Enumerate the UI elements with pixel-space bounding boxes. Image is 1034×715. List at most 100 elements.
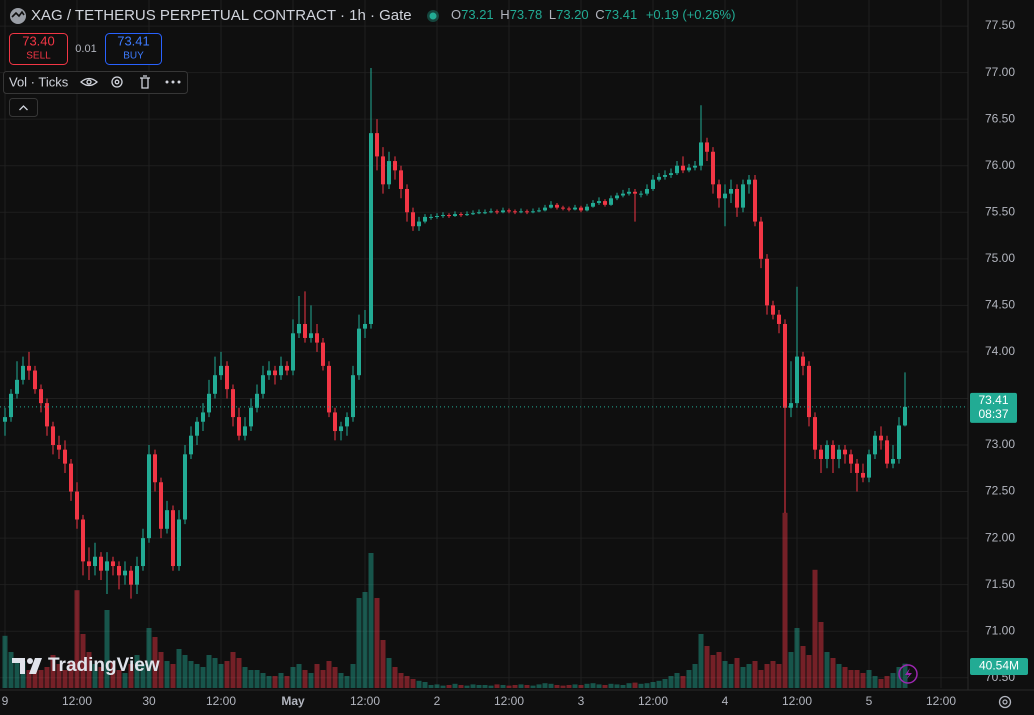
candle-body <box>57 445 61 450</box>
volume-bar <box>398 673 404 688</box>
y-tick-label: 75.00 <box>985 251 1015 265</box>
volume-bar <box>596 684 602 688</box>
candle-body <box>249 407 253 427</box>
volume-bar <box>152 637 158 688</box>
sell-price: 73.40 <box>22 33 55 48</box>
volume-bar <box>614 684 620 688</box>
candle-body <box>645 188 649 194</box>
candle-body <box>207 393 211 413</box>
volume-bar <box>104 610 110 688</box>
volume-bar <box>740 667 746 688</box>
volume-bar <box>380 640 386 688</box>
candle-body <box>615 195 619 199</box>
volume-bar <box>716 652 722 688</box>
candle-body <box>393 161 397 171</box>
volume-bar <box>230 652 236 688</box>
volume-bar <box>830 658 836 688</box>
candle-body <box>891 458 895 464</box>
volume-bar <box>848 670 854 688</box>
volume-bar <box>308 673 314 688</box>
eye-icon[interactable] <box>80 77 98 87</box>
volume-bar <box>266 676 272 688</box>
candle-body <box>231 389 235 418</box>
candle-body <box>771 305 775 315</box>
volume-bar <box>680 676 686 688</box>
candle-body <box>657 176 661 180</box>
volume-label: 40.54M <box>979 659 1019 673</box>
settings-icon[interactable] <box>111 76 123 88</box>
candle-body <box>183 454 187 520</box>
candle-body <box>465 214 469 216</box>
candle-body <box>639 193 643 195</box>
volume-bar <box>812 569 818 688</box>
volume-bar <box>722 661 728 688</box>
candle-body <box>369 133 373 324</box>
candle-body <box>717 184 721 199</box>
candle-body <box>195 421 199 436</box>
candle-body <box>33 370 37 390</box>
collapse-button[interactable] <box>9 98 38 117</box>
y-tick-label: 77.00 <box>985 65 1015 79</box>
volume-bar <box>128 664 134 688</box>
y-tick-label: 75.50 <box>985 204 1015 218</box>
last-price-box <box>970 392 1017 423</box>
volume-bar <box>764 664 770 688</box>
dot <box>171 80 175 84</box>
y-tick-label: 72.00 <box>985 530 1015 544</box>
logo: TradingView <box>12 655 160 676</box>
lightning-button[interactable] <box>898 664 918 684</box>
symbol-icon-glyph <box>11 10 25 18</box>
gear-center <box>1002 699 1008 705</box>
candle-body <box>285 365 289 371</box>
volume-bar <box>218 664 224 688</box>
candle-body <box>387 161 391 185</box>
volume-bar <box>698 634 704 688</box>
y-tick-label: 71.50 <box>985 577 1015 591</box>
ohlc-value: 73.78 <box>510 7 543 22</box>
volume-bar <box>98 667 104 688</box>
volume-bar <box>758 670 764 688</box>
buy-button[interactable] <box>105 33 162 65</box>
candle-body <box>279 365 283 376</box>
candle-body <box>519 211 523 213</box>
candle-body <box>51 426 55 446</box>
candle-body <box>855 463 859 473</box>
volume-bar <box>692 664 698 688</box>
volume-bar <box>476 685 482 688</box>
volume-bar <box>530 685 536 688</box>
volume-bar <box>464 685 470 688</box>
volume-bar <box>344 676 350 688</box>
candle-body <box>741 184 745 208</box>
volume-bar <box>626 683 632 688</box>
y-tick-label: 72.50 <box>985 484 1015 498</box>
candle-body <box>795 356 799 404</box>
delete-icon[interactable] <box>140 75 150 89</box>
more-icon[interactable] <box>165 80 181 84</box>
volume-bar <box>488 685 494 688</box>
candle-body <box>651 179 655 189</box>
candle-body <box>777 314 781 324</box>
last-price-label: 73.41 <box>978 393 1008 407</box>
volume-bar <box>446 685 452 688</box>
gear-icon <box>998 695 1012 709</box>
ohlc-letter: L <box>549 7 556 22</box>
axis-settings[interactable] <box>998 695 1012 709</box>
candle-body <box>753 179 757 222</box>
candle-body <box>81 519 85 562</box>
volume-bar <box>650 682 656 688</box>
change-label: +0.19 (+0.26%) <box>646 7 736 22</box>
candle-body <box>213 375 217 394</box>
volume-bar <box>878 679 884 688</box>
x-tick-label: 30 <box>142 694 156 708</box>
candle-body <box>75 491 79 520</box>
candle-body <box>783 323 787 408</box>
candle-body <box>789 403 793 408</box>
volume-bar <box>176 649 182 688</box>
sell-button[interactable] <box>9 33 68 65</box>
candle-body <box>687 167 691 171</box>
candle-body <box>9 393 13 418</box>
candle-body <box>123 570 127 576</box>
candle-body <box>873 435 877 455</box>
volume-bar <box>524 685 530 688</box>
